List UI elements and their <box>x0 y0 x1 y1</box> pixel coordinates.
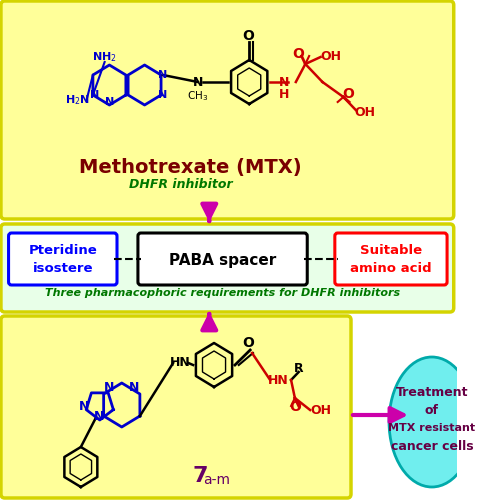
Text: H: H <box>279 88 289 102</box>
Text: O: O <box>242 29 254 43</box>
Text: N: N <box>105 97 114 107</box>
FancyBboxPatch shape <box>1 224 454 312</box>
Text: cancer cells: cancer cells <box>391 440 473 452</box>
Text: H$_2$N: H$_2$N <box>65 93 90 107</box>
Text: PABA spacer: PABA spacer <box>169 252 276 268</box>
Text: Pteridine
isostere: Pteridine isostere <box>28 244 97 276</box>
Text: N: N <box>104 381 114 394</box>
Text: N: N <box>279 76 289 90</box>
Text: DHFR inhibitor: DHFR inhibitor <box>129 178 232 192</box>
FancyBboxPatch shape <box>138 233 307 285</box>
Text: N: N <box>158 70 168 80</box>
Text: NH$_2$: NH$_2$ <box>92 50 117 64</box>
Text: MTX resistant: MTX resistant <box>388 423 475 433</box>
Text: OH: OH <box>321 50 342 64</box>
Text: Methotrexate (MTX): Methotrexate (MTX) <box>79 158 301 178</box>
Text: N: N <box>90 90 99 100</box>
Text: N: N <box>94 410 104 422</box>
Text: O: O <box>289 400 301 414</box>
Text: Three pharmacophoric requirements for DHFR inhibitors: Three pharmacophoric requirements for DH… <box>45 288 400 298</box>
FancyBboxPatch shape <box>1 316 351 498</box>
Text: HN: HN <box>267 374 288 386</box>
Ellipse shape <box>389 357 475 487</box>
Text: O: O <box>242 336 254 350</box>
Text: N: N <box>192 76 203 88</box>
Text: R: R <box>294 362 303 374</box>
Text: OH: OH <box>310 404 331 416</box>
Text: of: of <box>425 404 439 416</box>
Text: OH: OH <box>355 106 376 118</box>
FancyBboxPatch shape <box>9 233 117 285</box>
Text: O: O <box>292 47 304 61</box>
Text: N: N <box>129 381 140 394</box>
Text: CH$_3$: CH$_3$ <box>187 89 208 103</box>
FancyBboxPatch shape <box>1 1 454 219</box>
Text: Treatment: Treatment <box>396 386 468 398</box>
FancyBboxPatch shape <box>335 233 447 285</box>
Text: N: N <box>79 400 89 413</box>
Text: a-m: a-m <box>204 473 230 487</box>
Text: $\mathbf{7}$: $\mathbf{7}$ <box>192 466 208 486</box>
Text: N: N <box>158 90 168 100</box>
Text: Suitable
amino acid: Suitable amino acid <box>350 244 432 276</box>
Text: HN: HN <box>170 356 191 370</box>
Text: O: O <box>342 87 354 101</box>
